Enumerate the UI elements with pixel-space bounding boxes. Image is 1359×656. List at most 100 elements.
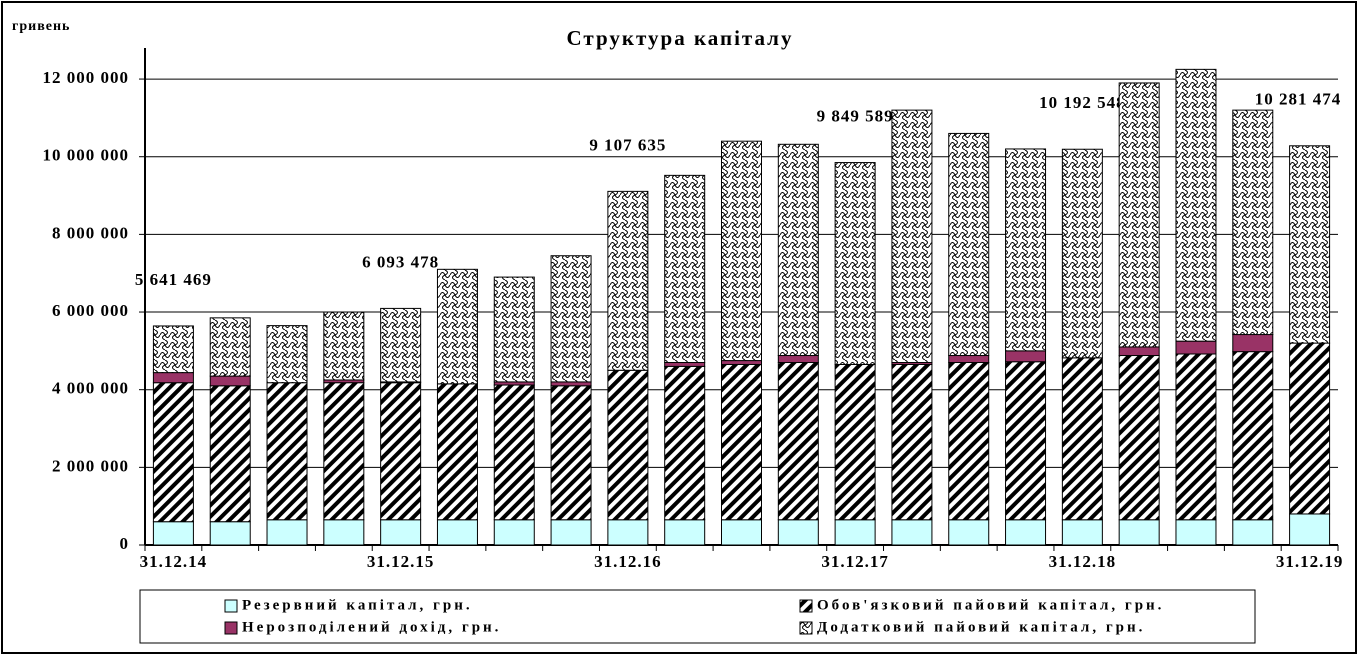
bar-segment bbox=[664, 174, 706, 364]
bar-segment bbox=[1118, 355, 1160, 521]
bar-segment bbox=[721, 140, 762, 362]
bar-segment bbox=[1175, 519, 1217, 546]
bar-segment bbox=[436, 519, 478, 546]
bar-segment bbox=[209, 521, 251, 546]
bar-segment bbox=[1061, 148, 1103, 359]
total-label: 10 192 548 bbox=[1039, 93, 1126, 112]
bar-segment bbox=[266, 382, 308, 521]
bar-segment bbox=[664, 365, 706, 521]
y-tick-label: 12 000 000 bbox=[43, 68, 130, 87]
bar-segment bbox=[1061, 519, 1103, 546]
bar-segment bbox=[777, 362, 819, 521]
bar-segment bbox=[152, 521, 194, 546]
bar-segment bbox=[493, 519, 535, 546]
bar-segment bbox=[948, 132, 990, 357]
bar-segment bbox=[777, 519, 819, 546]
x-tick-label: 31.12.17 bbox=[821, 552, 889, 571]
x-tick-label: 31.12.16 bbox=[594, 552, 662, 571]
bar-segment bbox=[721, 363, 762, 521]
bar-segment bbox=[948, 355, 990, 364]
bar-segment bbox=[1061, 357, 1103, 521]
bar-segment bbox=[1175, 353, 1217, 521]
bar-segment bbox=[1005, 148, 1047, 352]
legend-label: Резервний капітал, грн. bbox=[242, 597, 473, 613]
bar-segment bbox=[891, 363, 933, 521]
chart-title: Структура капіталу bbox=[567, 26, 794, 50]
bar-segment bbox=[777, 143, 819, 357]
bar-segment bbox=[1289, 342, 1331, 515]
bar-segment bbox=[550, 519, 592, 546]
legend-swatch bbox=[799, 599, 813, 613]
bar-segment bbox=[266, 519, 308, 546]
y-tick-label: 8 000 000 bbox=[52, 223, 129, 242]
bar-segment bbox=[1118, 346, 1160, 357]
bar-segment bbox=[1175, 68, 1217, 342]
x-tick-label: 31.12.19 bbox=[1276, 552, 1344, 571]
bar-segment bbox=[1232, 519, 1274, 546]
bar-segment bbox=[834, 363, 876, 521]
bar-segment bbox=[777, 355, 819, 364]
bar-segment bbox=[891, 519, 933, 546]
legend-swatch bbox=[224, 621, 238, 635]
bar-segment bbox=[721, 360, 762, 365]
bar-segment bbox=[607, 519, 649, 546]
legend-label: Додатковий пайовий капітал, грн. bbox=[817, 619, 1145, 635]
bar-segment bbox=[1005, 361, 1047, 521]
bar-segment bbox=[1005, 519, 1047, 546]
bar-segment bbox=[209, 385, 251, 523]
y-tick-label: 10 000 000 bbox=[43, 146, 130, 165]
bar-segment bbox=[721, 519, 762, 546]
bar-segment bbox=[323, 519, 365, 546]
total-label: 9 107 635 bbox=[589, 135, 666, 154]
legend-box bbox=[139, 589, 1256, 644]
bar-segment bbox=[266, 325, 308, 384]
legend-swatch bbox=[224, 599, 238, 613]
x-tick-label: 31.12.15 bbox=[367, 552, 435, 571]
y-tick-label: 4 000 000 bbox=[52, 379, 129, 398]
bar-segment bbox=[152, 325, 194, 374]
x-tick-label: 31.12.14 bbox=[140, 552, 208, 571]
bar-segment bbox=[380, 519, 422, 546]
bar-segment bbox=[1289, 513, 1331, 546]
bar-segment bbox=[1005, 350, 1047, 363]
bar-segment bbox=[152, 372, 194, 384]
bar-segment bbox=[948, 362, 990, 521]
bar-segment bbox=[1175, 340, 1217, 355]
y-tick-label: 2 000 000 bbox=[52, 456, 129, 475]
bar-segment bbox=[1118, 82, 1160, 348]
bar-segment bbox=[493, 384, 535, 521]
total-label: 6 093 478 bbox=[362, 252, 439, 271]
legend-label: Нерозподілений дохід, грн. bbox=[242, 619, 501, 635]
bar-segment bbox=[436, 268, 478, 385]
bar-segment bbox=[380, 382, 422, 521]
bar-segment bbox=[607, 369, 649, 521]
y-tick-label: 6 000 000 bbox=[52, 301, 129, 320]
bar-segment bbox=[152, 382, 194, 523]
bar-segment bbox=[1232, 334, 1274, 353]
total-label: 5 641 469 bbox=[135, 270, 212, 289]
bar-segment bbox=[607, 190, 649, 371]
bar-segment bbox=[891, 109, 933, 364]
bar-segment bbox=[550, 381, 592, 387]
bar-segment bbox=[1232, 109, 1274, 336]
bar-segment bbox=[493, 276, 535, 383]
legend-swatch bbox=[799, 621, 813, 635]
bar-segment bbox=[664, 519, 706, 546]
bar-segment bbox=[1289, 145, 1331, 344]
y-label: гривень bbox=[12, 19, 70, 34]
bar-segment bbox=[209, 375, 251, 387]
total-label: 9 849 589 bbox=[817, 106, 894, 125]
bar-segment bbox=[550, 385, 592, 521]
bar-segment bbox=[323, 311, 365, 381]
x-tick-label: 31.12.18 bbox=[1049, 552, 1117, 571]
bar-segment bbox=[1118, 519, 1160, 546]
bar-segment bbox=[209, 317, 251, 377]
y-tick-label: 0 bbox=[120, 534, 130, 553]
bar-segment bbox=[834, 519, 876, 546]
bar-segment bbox=[436, 383, 478, 521]
bar-segment bbox=[834, 162, 876, 365]
legend-label: Обов'язковий пайовий капітал, грн. bbox=[817, 597, 1164, 613]
bar-segment bbox=[948, 519, 990, 546]
